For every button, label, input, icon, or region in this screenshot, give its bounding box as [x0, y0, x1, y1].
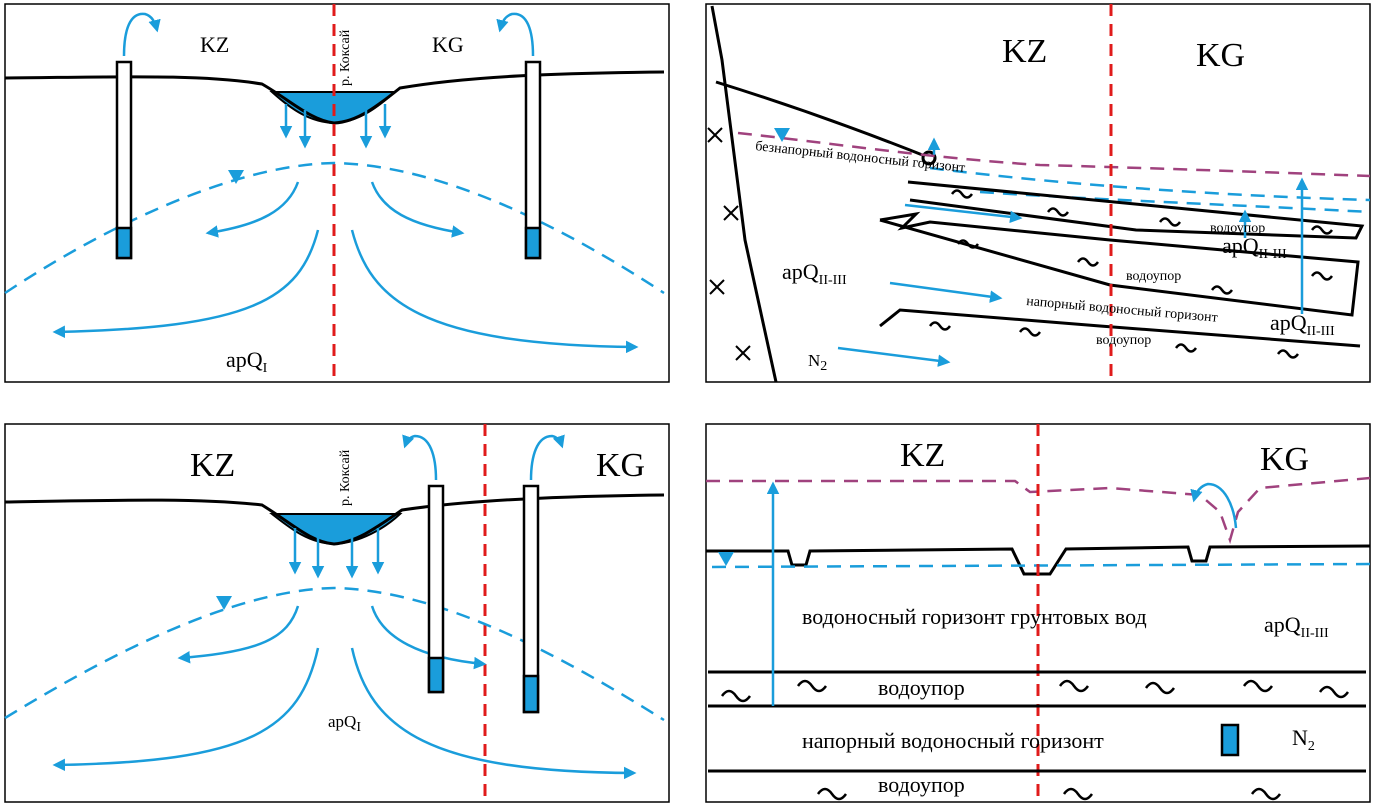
river-water	[269, 513, 403, 546]
aquitard-label: водоупор	[1126, 269, 1181, 284]
water-level-marker	[718, 552, 734, 566]
label-kz: KZ	[900, 437, 945, 474]
aquifer-label: apQII-III	[782, 259, 847, 288]
panel-top-right: KZ KG безнапорный водоносный горизонт во…	[705, 3, 1371, 383]
water-table	[4, 586, 665, 722]
aquitard-symbols	[928, 189, 1334, 359]
label-kz: KZ	[200, 32, 229, 57]
ground-surface	[4, 70, 665, 125]
ground-surface	[4, 493, 665, 546]
aquitard-label: водоупор	[878, 675, 965, 700]
piezometric-line	[737, 131, 1371, 178]
water-table	[4, 161, 665, 295]
water-level-marker	[774, 128, 790, 142]
water-level-marker	[228, 170, 244, 184]
aquitard-middle	[879, 211, 1360, 317]
flow-arrow	[350, 647, 637, 780]
aquitard-upper	[907, 180, 1365, 240]
aquitard-label: водоупор	[1210, 221, 1265, 236]
well-screen-legend	[1220, 723, 1240, 757]
flow-arrow	[205, 181, 300, 238]
ground-surface	[715, 80, 931, 160]
label-kz: KZ	[190, 447, 235, 484]
aquifer-label: apQI	[226, 347, 268, 376]
flow-arrow	[889, 281, 1003, 303]
flow-arrow	[904, 203, 1023, 224]
panel-bottom-left: KZ KG р. Коксай apQI	[4, 423, 670, 803]
basement-crosses	[707, 127, 751, 361]
cone-flow-arrow	[1190, 482, 1238, 529]
flow-arrow	[370, 181, 465, 238]
infiltration-arrows	[279, 104, 392, 149]
label-kg: KG	[596, 447, 645, 484]
water-table	[929, 166, 1371, 202]
panel-frame	[705, 3, 1371, 383]
label-kg: KG	[1196, 37, 1245, 74]
flow-arrow	[837, 346, 951, 367]
panel-top-left: KZ KG р. Коксай apQI	[4, 3, 670, 383]
label-kg: KG	[1260, 441, 1309, 478]
aquifer-label: apQII-III	[1264, 612, 1329, 641]
panel-frame	[4, 423, 670, 803]
label-kg: KG	[432, 32, 464, 57]
flow-arrow	[370, 605, 487, 670]
water-level-marker	[216, 596, 232, 610]
n2-label: N2	[1292, 725, 1315, 754]
label-kz: KZ	[1002, 33, 1047, 70]
aquifer-label: apQI	[328, 712, 361, 735]
piezometric-line	[706, 476, 1371, 545]
aquitard-symbols	[720, 679, 1350, 801]
aquifer-label: apQII-III	[1222, 233, 1287, 262]
aquitard-lower-top	[879, 308, 1361, 348]
n2-label: N2	[808, 351, 827, 374]
basin-edge	[710, 5, 778, 383]
river-label: р. Коксай	[338, 449, 353, 506]
flow-arrow	[52, 229, 320, 339]
flow-arrow	[177, 605, 300, 664]
well-left	[115, 12, 161, 260]
river-label: р. Коксай	[338, 29, 353, 86]
confined-aquifer-label: напорный водоносный горизонт	[802, 728, 1104, 753]
panel-frame	[4, 3, 670, 383]
infiltration-arrows	[288, 528, 385, 579]
panel-bottom-right: KZ KG водоносный горизонт грунтовых вод …	[705, 423, 1371, 803]
water-table	[711, 562, 1371, 569]
well-right	[522, 434, 565, 714]
flow-arrow	[350, 229, 639, 354]
aquitard-label: водоупор	[1096, 333, 1151, 348]
groundwater-aquifer-label: водоносный горизонт грунтовых вод	[802, 604, 1147, 629]
aquitard-label: водоупор	[878, 772, 965, 797]
well-right	[496, 12, 542, 260]
well-left	[402, 434, 445, 694]
aquifer-label: apQII-III	[1270, 310, 1335, 339]
flow-arrow	[52, 647, 320, 772]
